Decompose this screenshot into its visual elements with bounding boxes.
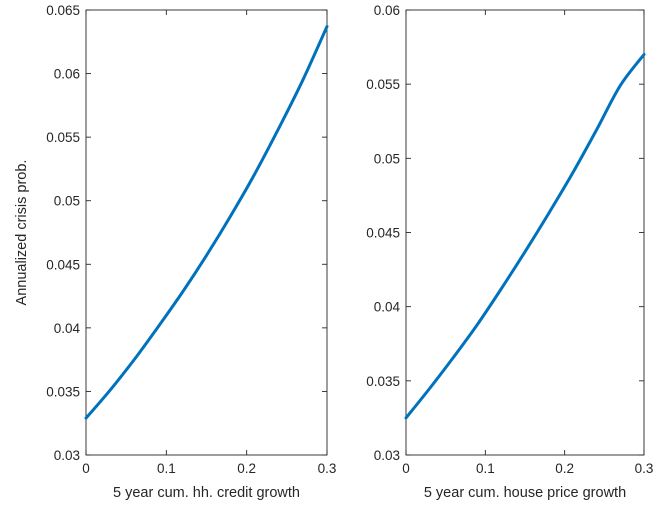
- x-tick-label: 0.2: [237, 461, 256, 476]
- right-chart-panel: 0 0.1 0.2 0.3 0.03 0.035 0.04 0.045 0.05 0.055 0.0…: [366, 3, 653, 501]
- y-tick-label: 0.06: [374, 3, 400, 18]
- x-tick-label: 0.1: [157, 461, 176, 476]
- x-axis-label: 5 year cum. house price growth: [424, 485, 626, 501]
- series-line: [84, 25, 329, 420]
- x-tick-label: 0.2: [555, 461, 574, 476]
- y-tick-label: 0.045: [366, 226, 400, 241]
- y-tick-label: 0.055: [46, 130, 80, 145]
- y-tick-label: 0.04: [54, 321, 81, 336]
- series-line: [404, 53, 646, 420]
- x-tick-label: 0.3: [318, 461, 337, 476]
- left-chart-panel: 0 0.1 0.2 0.3 0.03 0.035 0.04 0.045 0.05 0.055 0.0…: [14, 3, 336, 501]
- y-tick-label: 0.055: [366, 77, 400, 92]
- y-tick-label: 0.06: [54, 67, 80, 82]
- x-tick-label: 0: [82, 461, 90, 476]
- x-tick-label: 0.3: [635, 461, 654, 476]
- y-tick-label: 0.065: [46, 3, 80, 18]
- y-tick-label: 0.035: [46, 384, 80, 399]
- x-tick-label: 0.1: [476, 461, 495, 476]
- y-axis-label: Annualized crisis prob.: [14, 160, 30, 306]
- x-axis-label: 5 year cum. hh. credit growth: [113, 485, 300, 501]
- y-tick-label: 0.03: [374, 448, 400, 463]
- y-tick-label: 0.045: [46, 257, 80, 272]
- axes-box: [85, 9, 328, 456]
- axes-box: [405, 9, 645, 456]
- y-tick-label: 0.03: [54, 448, 80, 463]
- x-tick-label: 0: [402, 461, 410, 476]
- y-tick-label: 0.05: [374, 151, 400, 166]
- y-tick-label: 0.05: [54, 194, 80, 209]
- y-tick-label: 0.035: [366, 374, 400, 389]
- y-tick-label: 0.04: [374, 300, 401, 315]
